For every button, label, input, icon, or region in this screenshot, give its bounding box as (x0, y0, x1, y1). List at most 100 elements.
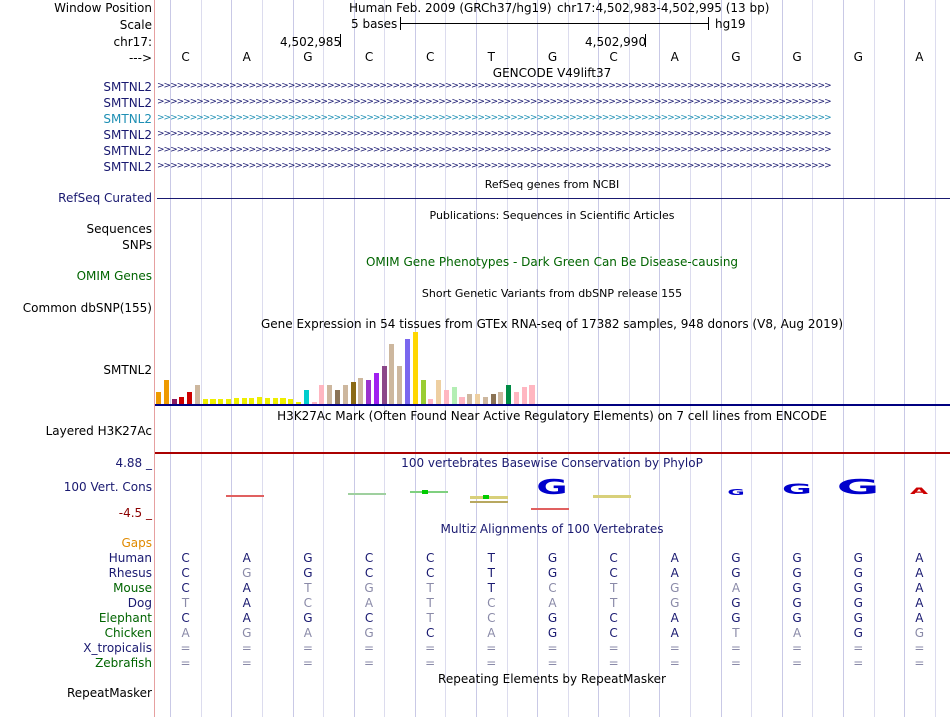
gencode-transcript[interactable]: >>>>>>>>>>>>>>>>>>>>>>>>>>>>>>>>>>>>>>>>… (157, 81, 832, 91)
gencode-transcript-label[interactable]: SMTNL2 (103, 112, 152, 126)
gtex-bar (334, 389, 341, 404)
alignment-base: G (670, 581, 680, 595)
grid-line (507, 0, 508, 717)
gencode-transcript-label[interactable]: SMTNL2 (103, 96, 152, 110)
alignment-base: G (731, 611, 741, 625)
gtex-bar (428, 399, 434, 404)
alignment-base: = (425, 656, 436, 670)
grid-line (476, 0, 477, 717)
alignment-base: G (731, 551, 741, 565)
gencode-transcript[interactable]: >>>>>>>>>>>>>>>>>>>>>>>>>>>>>>>>>>>>>>>>… (157, 129, 832, 139)
data-area-border (154, 0, 155, 717)
gtex-label[interactable]: SMTNL2 (103, 363, 152, 377)
omim-title[interactable]: OMIM Gene Phenotypes - Dark Green Can Be… (365, 255, 739, 269)
gencode-transcript[interactable]: >>>>>>>>>>>>>>>>>>>>>>>>>>>>>>>>>>>>>>>>… (157, 113, 832, 123)
gtex-title[interactable]: Gene Expression in 54 tissues from GTEx … (260, 317, 844, 331)
phylop-label[interactable]: 100 Vert. Cons (63, 480, 152, 494)
gtex-bar (474, 394, 481, 404)
refseq-gene-line[interactable] (157, 198, 950, 199)
alignment-base: = (180, 641, 191, 655)
gtex-bar (226, 399, 232, 404)
alignment-base: C (364, 551, 374, 565)
alignment-base: = (914, 656, 925, 670)
alignment-base: = (547, 641, 558, 655)
gtex-bar (490, 394, 496, 404)
gaps-label[interactable]: Gaps (121, 536, 152, 550)
gencode-transcript-label[interactable]: SMTNL2 (103, 128, 152, 142)
alignment-base: A (670, 626, 679, 640)
snps-label[interactable]: SNPs (122, 238, 152, 252)
gtex-bar (264, 398, 270, 404)
omim-label[interactable]: OMIM Genes (76, 269, 152, 283)
gencode-title[interactable]: GENCODE V49lift37 (492, 66, 612, 80)
grid-line (812, 0, 813, 717)
alignment-base: G (547, 611, 558, 625)
alignment-base: C (303, 596, 313, 610)
refseq-title[interactable]: RefSeq genes from NCBI (484, 178, 620, 191)
alignment-base: G (853, 626, 863, 640)
species-label[interactable]: Chicken (104, 626, 152, 640)
alignment-base: A (364, 596, 374, 610)
alignment-base: C (425, 566, 435, 580)
species-label[interactable]: Zebrafish (95, 656, 152, 670)
phylop-mark (348, 493, 386, 495)
gtex-bar (436, 380, 442, 404)
alignment-base: = (914, 641, 925, 655)
species-label[interactable]: Elephant (98, 611, 152, 625)
alignment-base: A (670, 611, 679, 625)
gencode-transcript-label[interactable]: SMTNL2 (103, 160, 152, 174)
publications-title[interactable]: Publications: Sequences in Scientific Ar… (429, 209, 675, 222)
sequences-label[interactable]: Sequences (86, 222, 152, 236)
alignment-base: = (730, 641, 741, 655)
multiz-title[interactable]: Multiz Alignments of 100 Vertebrates (440, 522, 664, 536)
species-label[interactable]: Mouse (113, 581, 152, 595)
phylop-mark (531, 508, 569, 510)
h3k27ac-label[interactable]: Layered H3K27Ac (45, 424, 152, 438)
gtex-bar (358, 377, 364, 404)
alignment-base: = (363, 641, 375, 655)
alignment-base: G (242, 626, 252, 640)
gencode-transcript-label[interactable]: SMTNL2 (103, 144, 152, 158)
species-label[interactable]: Rhesus (108, 566, 152, 580)
alignment-base: A (548, 596, 557, 610)
h3k27ac-signal[interactable] (155, 452, 950, 454)
alignment-base: A (303, 626, 312, 640)
gtex-bar (459, 396, 465, 404)
alignment-base: A (915, 611, 924, 625)
alignment-base: G (853, 611, 863, 625)
gencode-transcript[interactable]: >>>>>>>>>>>>>>>>>>>>>>>>>>>>>>>>>>>>>>>>… (157, 97, 832, 107)
alignment-base: T (609, 596, 618, 610)
refseq-label[interactable]: RefSeq Curated (58, 191, 152, 205)
dbsnp-title[interactable]: Short Genetic Variants from dbSNP releas… (421, 287, 683, 300)
alignment-base: G (547, 551, 558, 565)
species-label[interactable]: Dog (127, 596, 152, 610)
gencode-transcript[interactable]: >>>>>>>>>>>>>>>>>>>>>>>>>>>>>>>>>>>>>>>>… (157, 161, 832, 171)
gtex-bar (381, 365, 387, 404)
repeatmasker-label[interactable]: RepeatMasker (66, 686, 152, 700)
phylop-title[interactable]: 100 vertebrates Basewise Conservation by… (401, 456, 703, 470)
alignment-base: = (730, 656, 741, 670)
base-letter: C (425, 50, 435, 64)
position-info[interactable]: chr17:4,502,983-4,502,995 (13 bp) (557, 1, 770, 15)
alignment-base: A (181, 626, 190, 640)
gtex-bar (249, 398, 255, 404)
gtex-bar (498, 392, 504, 404)
gencode-transcript[interactable]: >>>>>>>>>>>>>>>>>>>>>>>>>>>>>>>>>>>>>>>>… (157, 145, 832, 155)
gtex-bar (319, 384, 325, 404)
species-label[interactable]: Human (108, 551, 152, 565)
alignment-base: = (363, 656, 375, 670)
alignment-base: = (486, 656, 497, 670)
gencode-transcript-label[interactable]: SMTNL2 (103, 80, 152, 94)
dbsnp-label[interactable]: Common dbSNP(155) (22, 301, 152, 315)
gtex-bar (373, 372, 379, 404)
repeatmasker-title[interactable]: Repeating Elements by RepeatMasker (438, 672, 666, 686)
alignment-base: T (426, 581, 434, 595)
h3k27ac-title[interactable]: H3K27Ac Mark (Often Found Near Active Re… (277, 409, 827, 423)
alignment-base: = (241, 641, 252, 655)
alignment-base: C (425, 551, 435, 565)
gtex-bar (366, 380, 372, 404)
grid-line (629, 0, 630, 717)
alignment-base: C (548, 581, 557, 595)
alignment-base: G (670, 596, 680, 610)
species-label[interactable]: X_tropicalis (83, 641, 152, 655)
